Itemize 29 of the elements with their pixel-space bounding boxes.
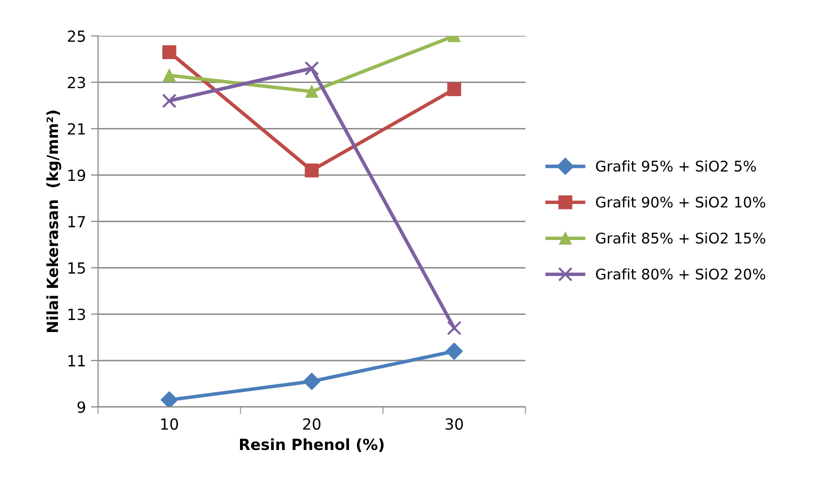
- point: [162, 45, 176, 60]
- y-tick-label: 17: [68, 216, 85, 228]
- point: [162, 94, 177, 108]
- y-tick-label: 21: [68, 123, 85, 134]
- legend-label: Grafit 80% + SiO2 20%: [596, 268, 766, 280]
- point: [304, 61, 320, 76]
- legend-label: Grafit 85% + SiO2 15%: [596, 232, 766, 244]
- legend-label: Grafit 90% + SiO2 10%: [596, 196, 766, 208]
- y-tick-label: 9: [77, 401, 86, 413]
- y-tick-label: 19: [68, 169, 86, 182]
- y-tick-label: 23: [68, 76, 86, 88]
- y-tick-label: 13: [68, 308, 86, 320]
- y-tick-label: 11: [68, 355, 85, 366]
- y-tick-label: 25: [68, 30, 85, 42]
- point: [305, 85, 318, 98]
- point: [446, 320, 462, 336]
- x-tick-label: 10: [161, 418, 178, 430]
- point: [304, 163, 319, 178]
- x-tick-label: 30: [446, 418, 463, 430]
- point: [303, 372, 320, 390]
- legend-label: Grafit 95% + SiO2 5%: [596, 160, 756, 172]
- point: [447, 82, 462, 96]
- x-axis-title: Resin Phenol (%): [240, 438, 384, 452]
- y-axis-title: Nilai Kekerasan (kg/mm²): [46, 110, 62, 332]
- x-tick-label: 20: [303, 418, 320, 430]
- y-tick-label: 15: [68, 262, 85, 274]
- point: [163, 69, 176, 82]
- point: [160, 391, 178, 407]
- point: [446, 342, 463, 360]
